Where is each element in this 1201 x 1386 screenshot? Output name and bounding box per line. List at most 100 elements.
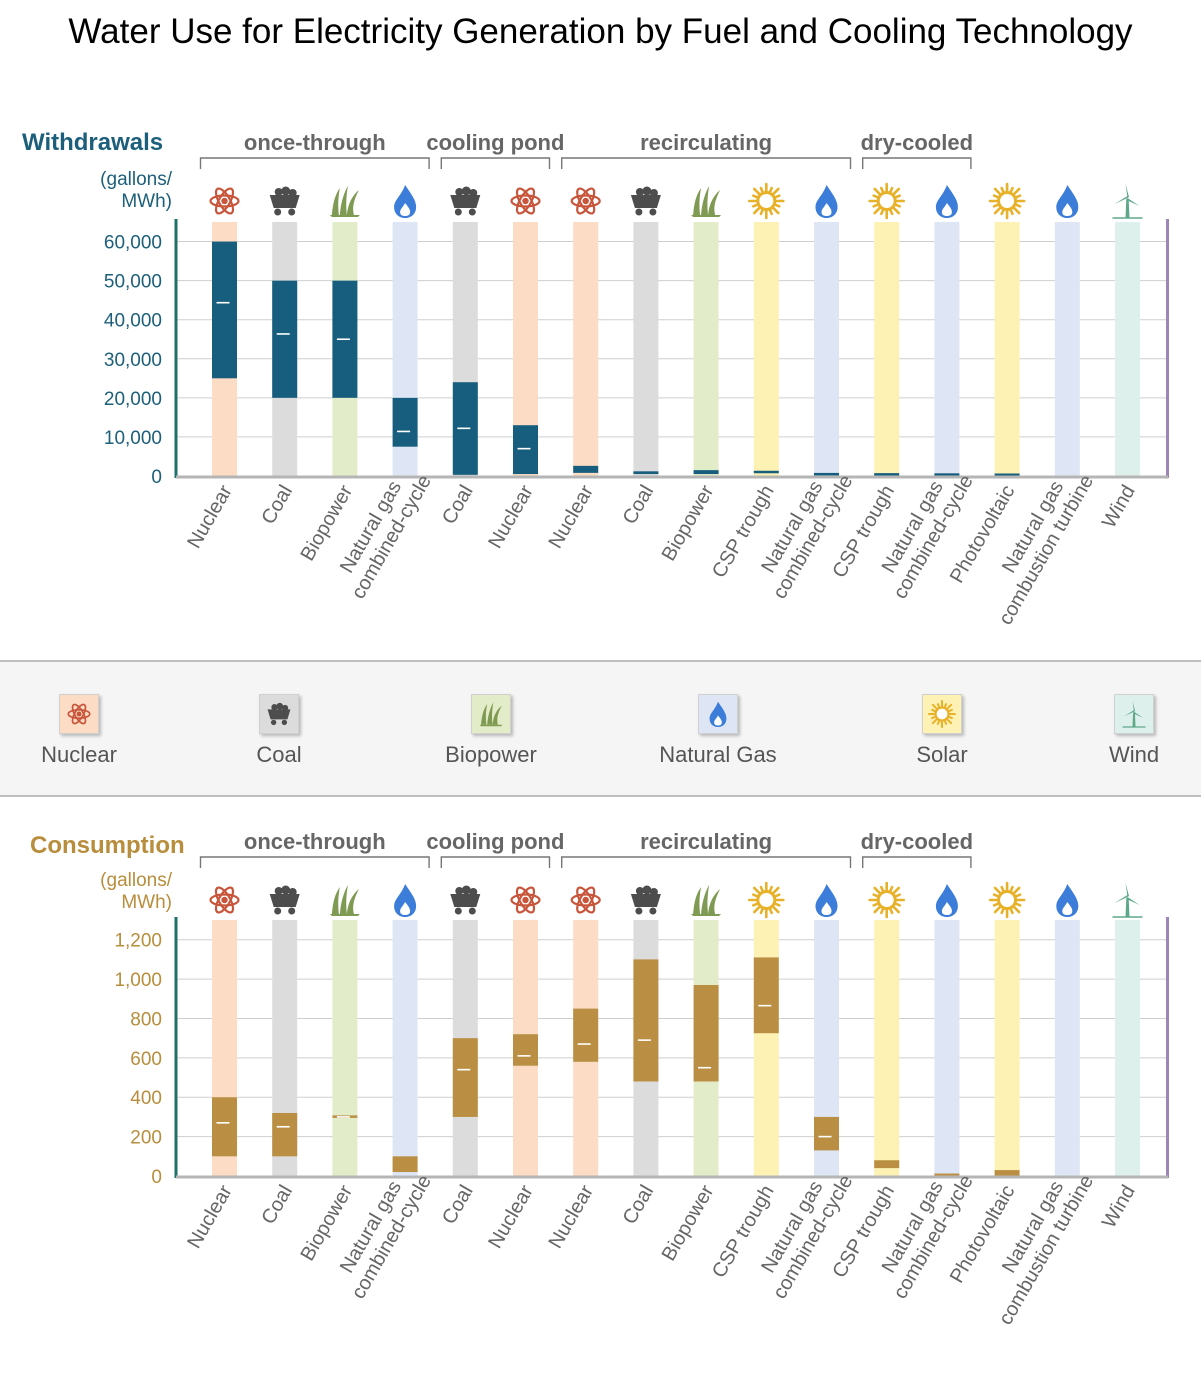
category-label: Natural gascombustion turbine bbox=[975, 1160, 1098, 1329]
flame-icon bbox=[1056, 884, 1079, 917]
legend-label: Nuclear bbox=[41, 742, 117, 767]
sun-icon bbox=[868, 182, 906, 220]
coal-cart-icon bbox=[269, 885, 300, 915]
flame-icon bbox=[394, 884, 417, 917]
y-tick-label: 0 bbox=[151, 467, 162, 488]
category-label: Wind bbox=[1098, 1182, 1140, 1232]
sun-icon bbox=[988, 182, 1026, 220]
sun-icon bbox=[988, 881, 1026, 919]
category-label: Wind bbox=[1098, 482, 1140, 532]
group-label: recirculating bbox=[640, 829, 772, 854]
group-bracket bbox=[862, 157, 972, 169]
category-column bbox=[573, 222, 599, 476]
category-column bbox=[1054, 920, 1080, 1176]
range-bar bbox=[693, 470, 719, 475]
panel-title: Withdrawals bbox=[22, 129, 163, 156]
category-label: Natural gascombined-cycle bbox=[328, 460, 436, 603]
category-label: Nuclear bbox=[484, 1181, 538, 1252]
category-label: Coal bbox=[438, 482, 478, 529]
category-column bbox=[693, 222, 719, 476]
y-axis-label: (gallons/MWh) bbox=[100, 870, 173, 913]
range-bar bbox=[753, 957, 779, 1034]
range-bar bbox=[272, 1112, 298, 1157]
wind-turbine-icon bbox=[1112, 184, 1143, 219]
category-label: Nuclear bbox=[183, 481, 237, 552]
range-bar bbox=[693, 984, 719, 1082]
legend-label: Natural Gas bbox=[659, 742, 777, 767]
range-bar bbox=[934, 473, 960, 476]
category-column bbox=[392, 920, 418, 1176]
category-label: Nuclear bbox=[484, 481, 538, 552]
range-bar bbox=[814, 1116, 839, 1151]
legend-item-wind: Wind bbox=[1054, 694, 1201, 768]
nuclear-icon bbox=[59, 694, 99, 734]
grass-icon bbox=[691, 885, 722, 916]
range-bar bbox=[874, 1160, 900, 1169]
grass-icon bbox=[329, 186, 360, 217]
y-tick-label: 1,200 bbox=[114, 931, 162, 952]
range-bar bbox=[753, 470, 779, 474]
y-tick-label: 40,000 bbox=[104, 311, 162, 332]
nuclear-icon bbox=[510, 886, 541, 914]
grass-icon bbox=[691, 186, 722, 217]
category-label: Coal bbox=[619, 1182, 659, 1229]
group-bracket bbox=[561, 856, 852, 868]
coal-cart-icon bbox=[450, 186, 481, 216]
category-label: Coal bbox=[619, 482, 659, 529]
category-column bbox=[814, 222, 839, 476]
range-bar bbox=[272, 280, 298, 398]
legend-label: Biopower bbox=[445, 742, 537, 767]
y-tick-label: 60,000 bbox=[104, 233, 162, 254]
nuclear-icon bbox=[510, 187, 541, 215]
range-bar bbox=[452, 1038, 478, 1117]
category-column bbox=[874, 222, 900, 476]
y-tick-label: 1,000 bbox=[114, 970, 162, 991]
y-tick-label: 10,000 bbox=[104, 428, 162, 449]
y-tick-label: 400 bbox=[130, 1088, 162, 1109]
flame-icon bbox=[1056, 185, 1079, 218]
flame-icon bbox=[935, 884, 958, 917]
y-tick-label: 20,000 bbox=[104, 389, 162, 410]
legend-label: Solar bbox=[916, 742, 968, 767]
range-bar bbox=[573, 465, 599, 473]
range-bar bbox=[814, 472, 839, 476]
grass-icon bbox=[329, 885, 360, 916]
y-tick-label: 50,000 bbox=[104, 272, 162, 293]
nuclear-icon bbox=[209, 886, 240, 914]
category-label: Natural gascombined-cycle bbox=[328, 1160, 436, 1303]
sun-icon bbox=[922, 694, 962, 734]
group-label: cooling pond bbox=[426, 130, 564, 155]
flame-icon bbox=[698, 694, 738, 734]
range-bar bbox=[212, 241, 237, 379]
flame-icon bbox=[815, 884, 838, 917]
category-label: Nuclear bbox=[545, 1181, 599, 1252]
nuclear-icon bbox=[570, 187, 601, 215]
group-bracket bbox=[862, 856, 972, 868]
y-axis-label: (gallons/MWh) bbox=[100, 169, 173, 212]
category-label: Biopower bbox=[658, 481, 719, 565]
group-label: dry-cooled bbox=[861, 829, 973, 854]
category-column bbox=[633, 222, 659, 476]
range-bar bbox=[994, 1170, 1020, 1176]
coal-cart-icon bbox=[630, 186, 661, 216]
legend-item-nuclear: Nuclear bbox=[0, 694, 159, 768]
range-bar bbox=[513, 1034, 538, 1066]
category-label: Coal bbox=[257, 482, 297, 529]
sun-icon bbox=[747, 881, 785, 919]
category-column bbox=[934, 920, 960, 1176]
group-label: once-through bbox=[244, 829, 386, 854]
category-column bbox=[332, 920, 358, 1176]
group-label: recirculating bbox=[640, 130, 772, 155]
y-tick-label: 30,000 bbox=[104, 350, 162, 371]
category-label: Natural gascombined-cycle bbox=[749, 1160, 857, 1303]
y-tick-label: 800 bbox=[130, 1009, 162, 1030]
y-tick-label: 600 bbox=[130, 1049, 162, 1070]
group-bracket bbox=[440, 157, 551, 169]
legend-item-solar: Solar bbox=[862, 694, 1022, 768]
nuclear-icon bbox=[209, 187, 240, 215]
category-label: Biopower bbox=[658, 1181, 719, 1265]
group-bracket bbox=[199, 856, 430, 868]
category-label: Coal bbox=[257, 1182, 297, 1229]
grass-icon bbox=[471, 694, 511, 734]
legend: Nuclear Coal Biopower Natural Gas Solar Wind bbox=[0, 660, 1201, 797]
